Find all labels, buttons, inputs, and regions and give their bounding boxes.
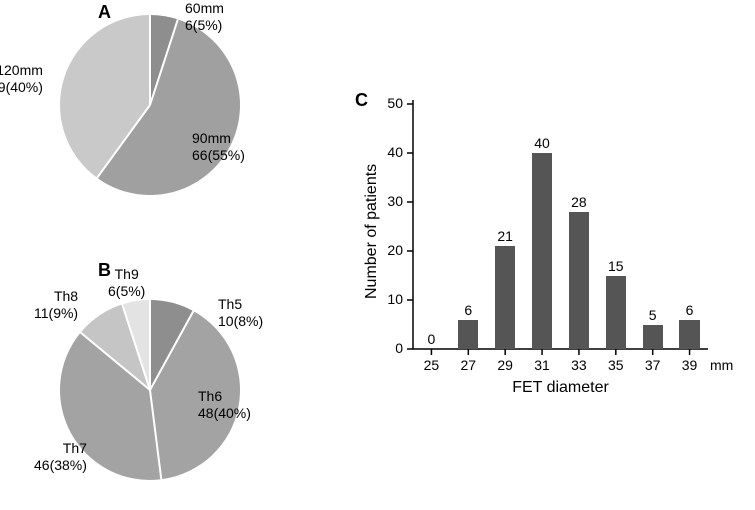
bar (569, 212, 589, 349)
y-tick-label: 40 (377, 144, 403, 160)
x-tick-label: 35 (601, 357, 631, 373)
bar-value-label: 6 (675, 302, 705, 318)
bar (679, 320, 699, 349)
bar (606, 276, 626, 350)
x-axis-unit: mm (710, 357, 733, 373)
x-tick-label: 29 (490, 357, 520, 373)
bar-value-label: 6 (453, 302, 483, 318)
bar (532, 153, 552, 349)
bar-value-label: 28 (564, 194, 594, 210)
bar-chart-c: 01020304050Number of patients25027629213… (0, 0, 755, 503)
bar-value-label: 15 (601, 258, 631, 274)
page-root: A B C 60mm6(5%)90mm66(55%)120mm49(40%) T… (0, 0, 755, 503)
y-axis-label: Number of patients (363, 164, 381, 299)
x-tick-label: 25 (416, 357, 446, 373)
x-tick-label: 37 (638, 357, 668, 373)
bar (495, 246, 515, 349)
bar-value-label: 21 (490, 228, 520, 244)
bar-value-label: 40 (527, 135, 557, 151)
bar-value-label: 5 (638, 307, 668, 323)
x-tick-label: 27 (453, 357, 483, 373)
bar-value-label: 0 (416, 331, 446, 347)
bar (458, 320, 478, 349)
x-tick-label: 39 (675, 357, 705, 373)
x-axis-label: FET diameter (501, 379, 621, 397)
y-tick-label: 50 (377, 95, 403, 111)
x-tick-label: 33 (564, 357, 594, 373)
bar (643, 325, 663, 350)
x-tick-label: 31 (527, 357, 557, 373)
y-tick-label: 0 (377, 340, 403, 356)
